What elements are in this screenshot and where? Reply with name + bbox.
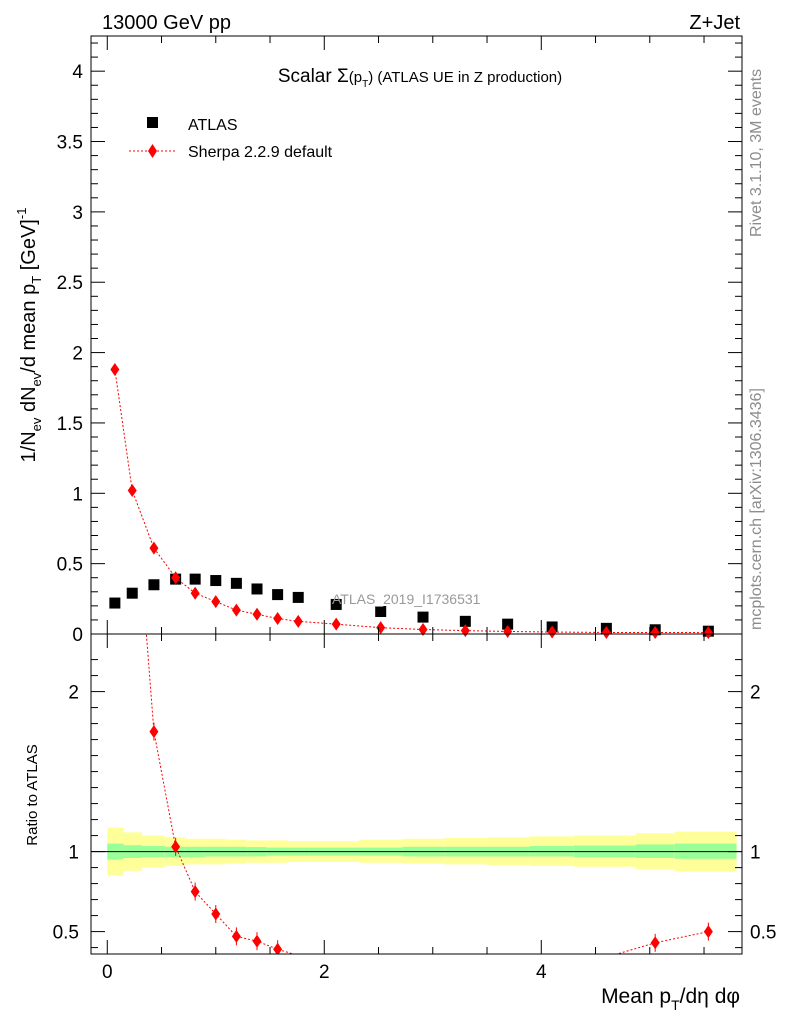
sherpa-data-point — [503, 624, 513, 638]
ratio-sherpa-point — [703, 925, 713, 939]
rivet-version-label: Rivet 3.1.10, 3M events — [748, 69, 765, 237]
ratio-axes: 0.5 0.5 1 1 2 2 0 2 4 — [53, 634, 776, 983]
sherpa-data-point — [110, 362, 120, 376]
ratio-sherpa-point — [231, 929, 241, 943]
legend-atlas-label: ATLAS — [188, 117, 238, 134]
ratio-sherpa-point — [171, 840, 181, 854]
sherpa-data-point — [273, 612, 283, 626]
analysis-watermark: ATLAS_2019_I1736531 — [332, 591, 481, 607]
main-y-tick-label: 1.5 — [57, 414, 83, 435]
ratio-y-tick-label: 0.5 — [53, 923, 79, 944]
atlas-data-point — [148, 579, 160, 591]
main-y-tick-label: 3.5 — [57, 133, 83, 154]
ratio-sherpa-point — [149, 725, 159, 739]
main-y-tick-label: 1 — [72, 484, 83, 505]
atlas-data-point — [109, 597, 121, 609]
ratio-series-group — [91, 634, 742, 954]
ratio-panel-frame — [90, 633, 743, 955]
atlas-data-point — [459, 615, 471, 627]
main-y-tick-label: 2.5 — [57, 273, 83, 294]
sherpa-data-point — [171, 571, 181, 585]
sherpa-data-point — [418, 622, 428, 636]
ratio-sherpa-point — [273, 942, 283, 954]
x-tick-label: 0 — [102, 962, 113, 983]
main-y-tick-label: 3 — [72, 203, 83, 224]
atlas-data-point — [272, 589, 284, 601]
legend-sherpa-marker — [148, 144, 157, 158]
sherpa-data-point — [650, 625, 660, 639]
atlas-data-point — [189, 573, 201, 585]
atlas-data-point — [251, 583, 263, 595]
sherpa-data-point — [331, 617, 341, 631]
collision-info: 13000 GeV pp — [102, 12, 231, 34]
x-tick-label: 4 — [536, 962, 547, 983]
sherpa-data-point — [190, 586, 200, 600]
main-panel: 0 0.5 1 1.5 2 2.5 3 3.5 4 Scalar Σ(pT) (ATLAS UE… — [14, 35, 743, 646]
ratio-sherpa-point — [211, 907, 221, 921]
process-label: Z+Jet — [689, 12, 740, 34]
main-y-tick-label: 4 — [72, 62, 83, 83]
ratio-plot-layer — [91, 634, 742, 954]
sherpa-data-point — [231, 603, 241, 617]
ratio-y-tick-label-right: 1 — [750, 843, 761, 864]
mcplots-credit-label: mcplots.cern.ch [arXiv:1306.3436] — [748, 388, 765, 630]
ratio-panel: 0.5 0.5 1 1 2 2 0 2 4 Ratio to ATLAS Mean pT/dη … — [24, 633, 776, 1013]
main-y-tick-label: 0 — [72, 625, 83, 646]
sherpa-data-point — [127, 483, 137, 497]
sherpa-data-point — [149, 541, 159, 555]
main-plot-layer — [109, 362, 714, 640]
ratio-sherpa-point — [650, 936, 660, 950]
ratio-y-tick-label-right: 2 — [750, 683, 761, 704]
atlas-data-point — [417, 611, 429, 623]
ratio-sherpa-point — [252, 934, 262, 948]
sherpa-data-point — [376, 621, 386, 635]
ratio-y-tick-label: 2 — [68, 683, 79, 704]
main-y-tick-label: 0.5 — [57, 555, 83, 576]
atlas-data-point — [330, 598, 342, 610]
main-axes: 0 0.5 1 1.5 2 2.5 3 3.5 4 — [57, 36, 742, 646]
atlas-data-point — [210, 575, 222, 587]
sherpa-data-point — [211, 595, 221, 609]
ratio-y-tick-label: 1 — [68, 843, 79, 864]
chart-title: Scalar Σ(pT) (ATLAS UE in Z production) — [278, 66, 562, 90]
legend: ATLAS Sherpa 2.2.9 default — [129, 117, 333, 161]
main-y-tick-label: 2 — [72, 344, 83, 365]
atlas-data-point — [375, 605, 387, 617]
ratio-sherpa-point — [190, 885, 200, 899]
sherpa-data-point — [547, 625, 557, 639]
legend-sherpa-label: Sherpa 2.2.9 default — [188, 144, 333, 161]
ratio-y-axis-label: Ratio to ATLAS — [24, 744, 41, 845]
main-y-axis-label: 1/Nev dNev/d mean pT [GeV]-1 — [14, 208, 44, 463]
atlas-data-point — [292, 591, 304, 603]
atlas-data-point — [230, 577, 242, 589]
sherpa-data-point — [293, 614, 303, 628]
sherpa-data-point — [252, 607, 262, 621]
sherpa-data-point — [703, 626, 713, 640]
x-axis-label: Mean pT/dη dφ — [601, 985, 740, 1013]
atlas-data-point — [126, 587, 138, 599]
ratio-y-tick-label-right: 0.5 — [750, 923, 776, 944]
sherpa-data-point — [601, 625, 611, 639]
x-tick-label: 2 — [319, 962, 330, 983]
atlas-data-point — [502, 618, 514, 630]
legend-atlas-marker — [147, 117, 158, 128]
